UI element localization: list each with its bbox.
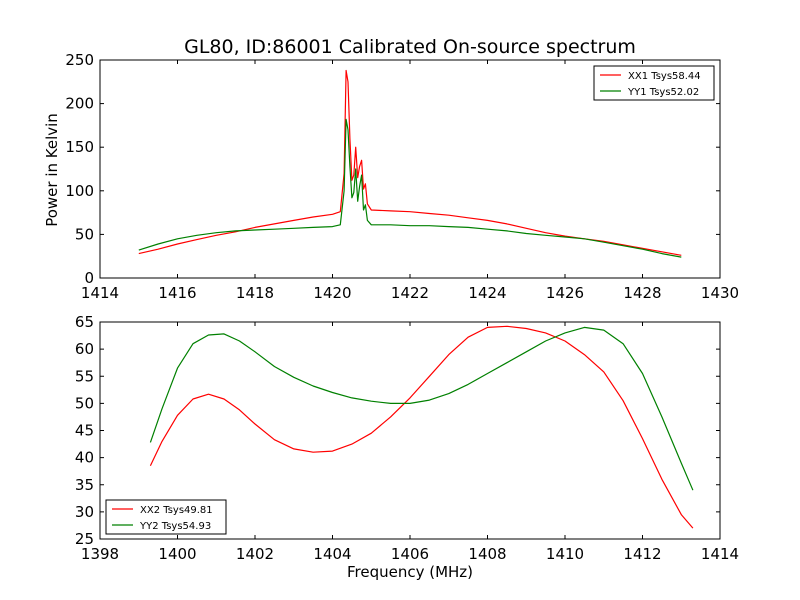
x-tick-label: 1400 [158, 545, 196, 563]
x-tick-label: 1418 [236, 284, 274, 302]
y-tick-label: 150 [65, 138, 94, 156]
x-tick-label: 1402 [236, 545, 274, 563]
x-tick-label: 1412 [623, 545, 661, 563]
x-tick-label: 1420 [313, 284, 351, 302]
y-tick-label: 200 [65, 95, 94, 113]
y-tick-label: 55 [75, 367, 94, 385]
series-line-top-yy [138, 118, 682, 258]
legend-label: YY1 Tsys52.02 [627, 87, 699, 98]
y-tick-label: 50 [75, 225, 94, 243]
series-line-bottom-xx [149, 325, 694, 529]
legend-label: XX2 Tsys49.81 [140, 505, 213, 516]
x-tick-label: 1428 [623, 284, 661, 302]
bottom-panel: 1398 1400 1402 1404 1406 1408 1410 1412 1414 25 30… [75, 313, 739, 563]
legend-box [593, 65, 715, 101]
y-tick-label: 40 [75, 449, 94, 467]
x-tick-label: 1398 [81, 545, 119, 563]
y-tick-label: 35 [75, 476, 94, 494]
y-tick-label: 250 [65, 51, 94, 69]
y-tick-label: 65 [75, 313, 94, 331]
legend-box [105, 499, 227, 535]
y-tick-label: 25 [75, 530, 94, 548]
x-tick-label: 1424 [468, 284, 506, 302]
figure-title: GL80, ID:86001 Calibrated On-source spec… [184, 36, 636, 58]
y-axis-label: Power in Kelvin [43, 113, 61, 227]
x-tick-label: 1414 [701, 545, 739, 563]
x-tick-label: 1410 [546, 545, 584, 563]
legend-label: YY2 Tsys54.93 [139, 521, 211, 532]
x-tick-label: 1408 [468, 545, 506, 563]
y-tick-label: 50 [75, 394, 94, 412]
y-tick-label: 45 [75, 422, 94, 440]
y-tick-label: 60 [75, 340, 94, 358]
x-tick-label: 1404 [313, 545, 351, 563]
x-tick-label: 1430 [701, 284, 739, 302]
x-tick-label: 1406 [391, 545, 429, 563]
y-tick-label: 30 [75, 503, 94, 521]
x-tick-label: 1426 [546, 284, 584, 302]
y-tick-label: 0 [84, 269, 94, 287]
top-panel: 1414 1416 1418 1420 1422 1424 1426 1428 1430 0 50 1… [43, 51, 739, 302]
x-tick-label: 1414 [81, 284, 119, 302]
x-tick-label: 1416 [158, 284, 196, 302]
y-tick-label: 100 [65, 182, 94, 200]
x-tick-label: 1422 [391, 284, 429, 302]
legend-label: XX1 Tsys58.44 [628, 71, 701, 82]
series-line-bottom-yy [149, 326, 694, 491]
series-line-top-xx [138, 69, 682, 256]
x-axis-label: Frequency (MHz) [347, 563, 473, 581]
